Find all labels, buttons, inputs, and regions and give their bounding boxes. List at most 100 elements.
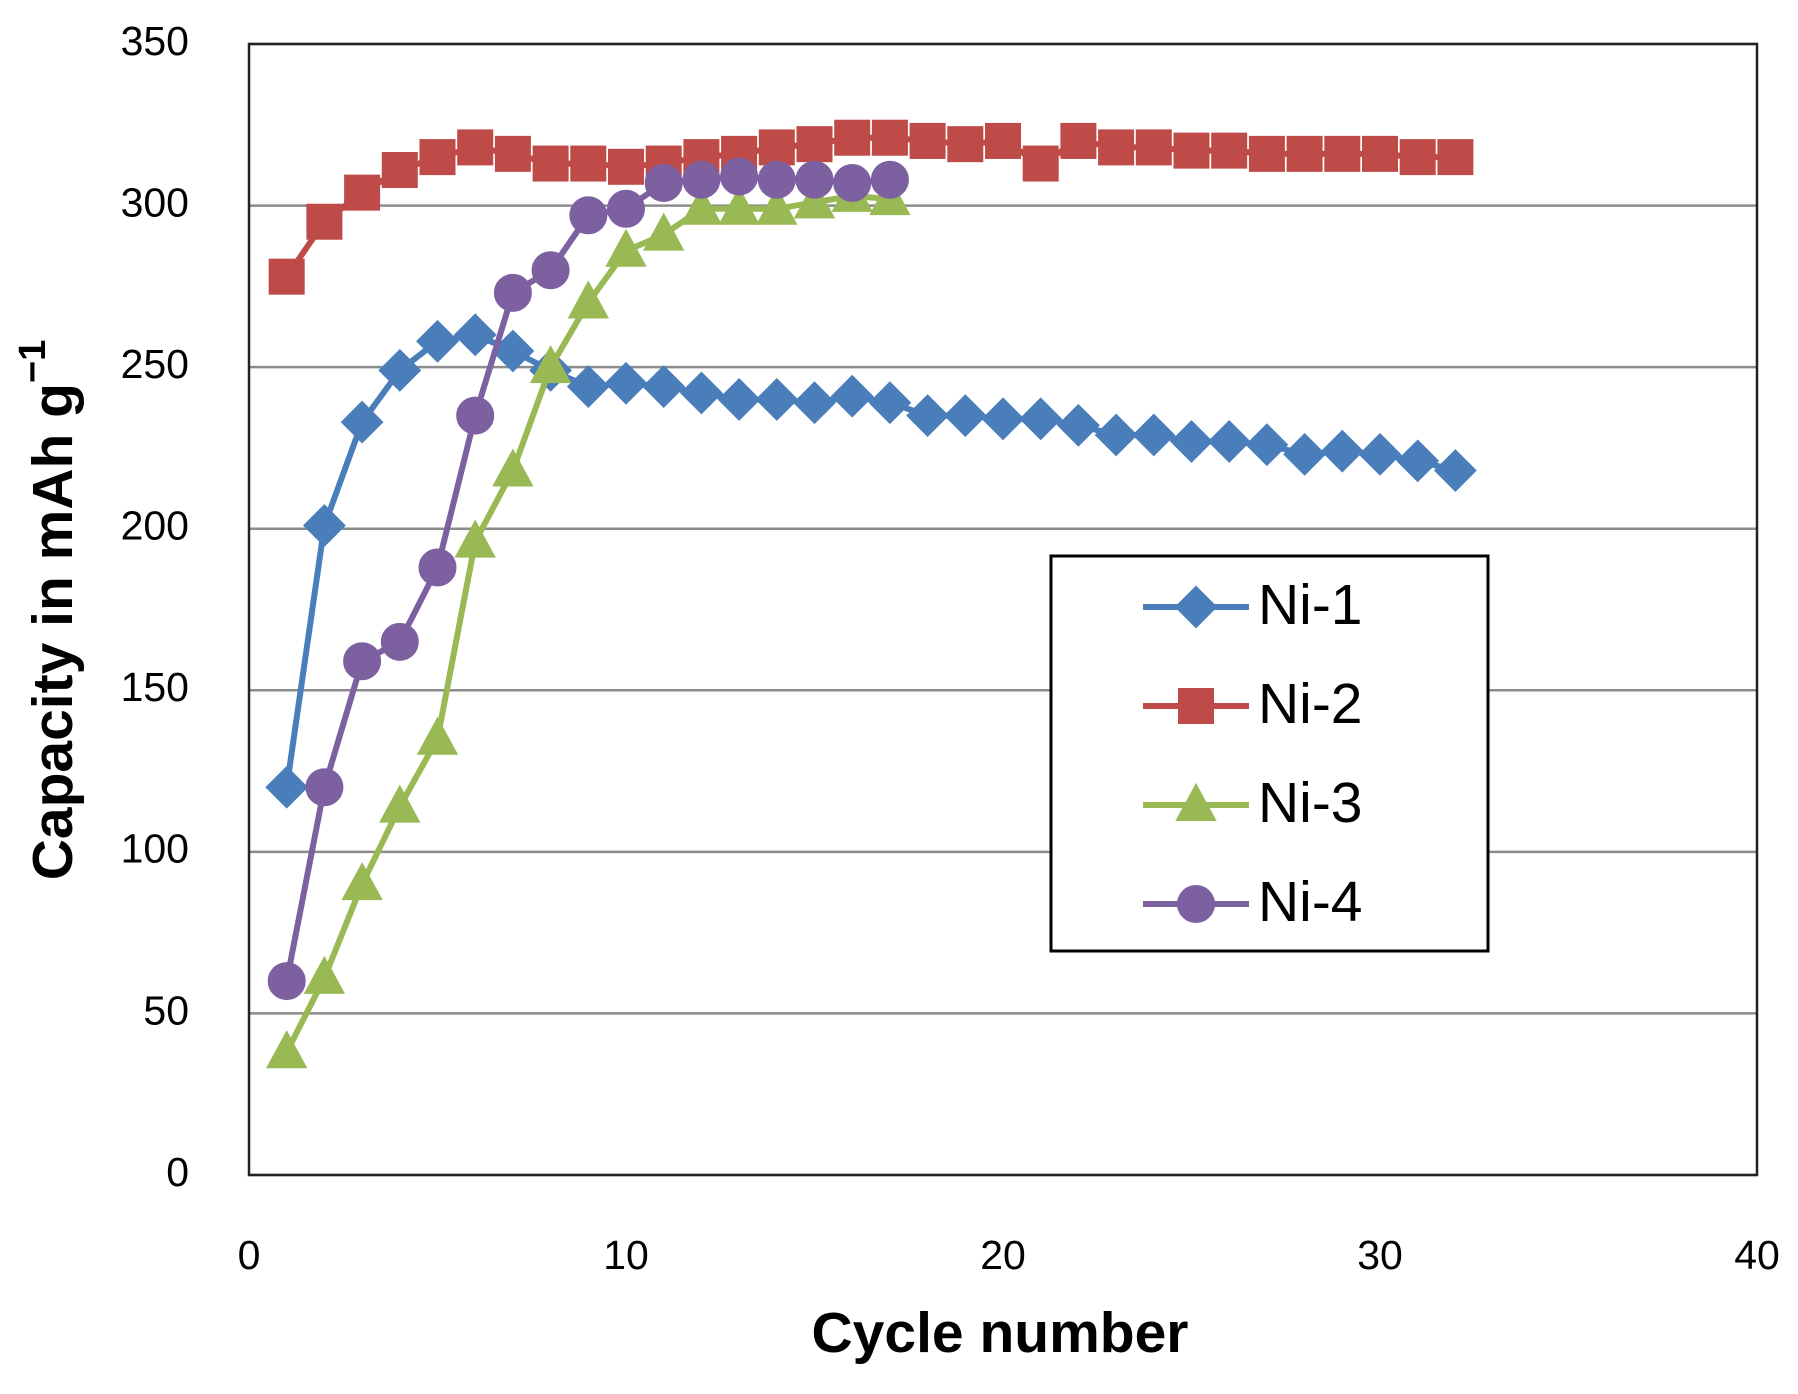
plot-frame: [247, 42, 1759, 1177]
marker: [566, 365, 610, 408]
marker: [416, 319, 459, 363]
marker: [758, 129, 795, 166]
legend-label: Ni-2: [1258, 672, 1363, 736]
marker: [378, 348, 422, 392]
marker: [720, 157, 759, 196]
marker: [1056, 403, 1100, 447]
marker: [343, 642, 382, 681]
y-tick-label: 250: [121, 341, 189, 387]
legend-label: Ni-3: [1258, 771, 1363, 835]
marker: [1283, 432, 1327, 476]
marker: [1098, 129, 1135, 166]
y-tick-label: 300: [121, 179, 189, 225]
marker: [531, 251, 570, 290]
marker: [756, 186, 798, 225]
marker: [265, 765, 309, 809]
marker: [418, 548, 457, 587]
marker: [605, 228, 647, 267]
legend-marker: [1174, 585, 1218, 629]
marker: [1060, 122, 1097, 159]
y-axis-title-sup: −1: [12, 340, 54, 383]
marker: [679, 371, 723, 415]
marker: [453, 313, 497, 357]
marker: [1245, 423, 1289, 467]
marker: [456, 396, 495, 435]
marker: [532, 145, 569, 182]
y-axis-title: Capacity in mAh g−1: [12, 340, 85, 881]
marker: [757, 160, 796, 199]
marker: [909, 122, 946, 159]
marker: [1207, 420, 1251, 463]
marker: [643, 212, 685, 251]
marker: [379, 784, 421, 823]
marker: [680, 186, 723, 225]
marker: [457, 129, 494, 166]
marker: [943, 394, 987, 438]
legend-box: [1049, 554, 1490, 953]
legend-marker: [1178, 688, 1214, 724]
y-tick-label: 200: [121, 503, 189, 549]
legend-label: Ni-4: [1258, 870, 1363, 934]
y-tick-label: 0: [166, 1149, 189, 1195]
x-axis-title: Cycle number: [812, 1301, 1189, 1365]
marker: [1320, 429, 1364, 473]
marker: [529, 345, 572, 384]
legend-marker: [1177, 885, 1215, 923]
legend-marker: [1175, 782, 1217, 821]
marker: [796, 126, 833, 163]
marker: [870, 160, 909, 199]
marker: [1399, 139, 1436, 176]
marker: [1170, 420, 1213, 463]
series-line: [284, 192, 891, 1054]
marker: [1211, 132, 1248, 169]
marker: [682, 160, 721, 199]
marker: [1173, 132, 1210, 169]
marker: [906, 394, 950, 438]
marker: [1358, 432, 1402, 476]
marker: [303, 955, 346, 994]
marker: [569, 196, 608, 235]
marker: [718, 186, 760, 225]
marker: [1019, 397, 1063, 441]
marker: [793, 180, 836, 219]
marker: [1132, 413, 1176, 457]
marker: [755, 378, 799, 421]
marker: [604, 361, 648, 405]
marker: [1286, 135, 1323, 172]
marker: [494, 135, 531, 172]
marker: [341, 862, 383, 901]
y-tick-label: 350: [121, 18, 189, 64]
y-axis-title-main: Capacity in mAh g: [21, 383, 85, 880]
marker: [344, 174, 381, 211]
x-tick-label: 40: [1734, 1232, 1780, 1278]
marker: [1437, 139, 1474, 176]
marker: [416, 716, 459, 755]
marker: [267, 962, 306, 1001]
marker: [306, 203, 343, 240]
marker: [302, 504, 346, 547]
y-tick-label: 100: [121, 826, 189, 872]
marker: [454, 519, 496, 558]
marker: [717, 378, 761, 421]
marker: [493, 273, 532, 312]
marker: [1433, 449, 1477, 492]
marker: [419, 139, 456, 176]
marker: [1135, 129, 1172, 166]
x-tick-label: 20: [980, 1232, 1026, 1278]
marker: [642, 365, 686, 408]
marker: [830, 374, 874, 418]
marker: [981, 397, 1025, 441]
marker: [871, 119, 908, 156]
marker: [644, 163, 683, 202]
marker: [1248, 135, 1285, 172]
marker: [607, 189, 645, 228]
y-tick-label: 50: [143, 987, 189, 1033]
marker: [1094, 413, 1138, 457]
legend-label: Ni-1: [1258, 573, 1363, 637]
y-tick-label: 150: [121, 664, 189, 710]
marker: [570, 145, 607, 182]
marker: [266, 1030, 308, 1069]
marker: [833, 163, 872, 202]
marker: [381, 152, 418, 189]
